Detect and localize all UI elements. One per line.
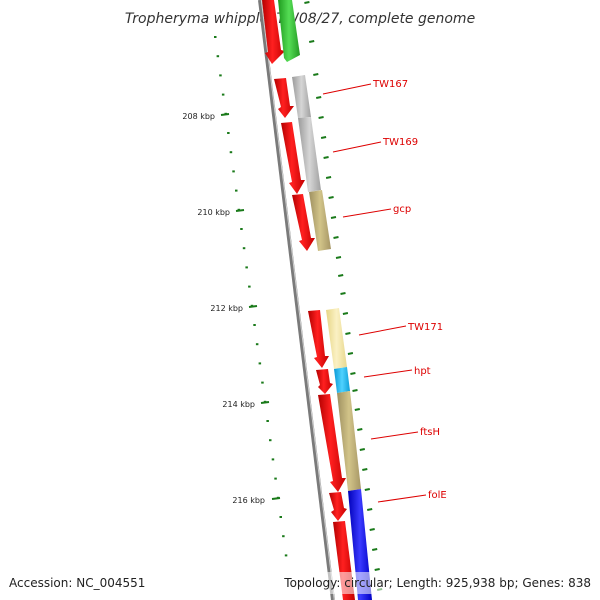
scale-tick-208: 208 kbp: [182, 112, 230, 121]
outer-ring-tick: [342, 312, 349, 315]
gene-labels: TW167 TW169 gcp TW171 hpt ftsH folE: [322, 79, 447, 503]
scale-tick-216: 216 kbp: [232, 496, 281, 505]
gene-label-group-TW171: TW171: [358, 322, 443, 336]
red-gene-arrow-3: [281, 122, 305, 194]
gene-block-TW167: [292, 75, 311, 118]
outer-ring-tick: [350, 372, 356, 375]
gene-label-TW167: TW167: [372, 79, 408, 90]
outer-ring-tick: [362, 468, 368, 471]
gene-label-gcp: gcp: [393, 204, 411, 215]
red-gene-arrow-2: [274, 78, 294, 118]
outer-ring-tick: [345, 332, 351, 335]
green-gene-block: [278, 0, 300, 62]
red-gene-arrow-7: [318, 394, 346, 492]
footer: Accession: NC_004551 Topology: circular;…: [9, 572, 592, 594]
scale-label-208: 208 kbp: [182, 112, 215, 121]
outer-ring-tick: [369, 528, 375, 531]
gene-label-group-folE: folE: [377, 490, 447, 503]
gene-label-group-ftsH: ftsH: [370, 427, 440, 440]
outer-ring-tick: [372, 548, 378, 551]
genome-backbone: [258, 0, 335, 600]
forward-strand-genes: [278, 0, 372, 600]
outer-ring-tick: [359, 448, 365, 451]
outer-ring-tick: [364, 488, 370, 491]
gene-label-group-gcp: gcp: [342, 204, 411, 218]
outer-ring-tick: [357, 428, 363, 431]
outer-ring-tick: [347, 352, 354, 355]
gene-label-folE: folE: [428, 490, 447, 501]
outer-ring-tick: [335, 256, 342, 259]
gene-label-TW169: TW169: [382, 137, 418, 148]
outer-ring-tick: [354, 408, 360, 411]
red-gene-arrow-8: [329, 492, 347, 521]
outer-ring-tick: [330, 216, 337, 219]
outer-ring-tick: [374, 568, 380, 571]
scale-labels: 208 kbp 210 kbp 212 kbp 214 kbp 216 kbp: [182, 112, 281, 505]
outer-ring-tick: [340, 292, 346, 295]
outer-ring-tick: [313, 73, 319, 76]
outer-ring-tick: [328, 196, 334, 199]
scale-label-210: 210 kbp: [197, 208, 230, 217]
gene-block-ftsH: [337, 391, 361, 491]
scale-tick-212: 212 kbp: [210, 304, 258, 313]
outer-ring-tick: [318, 116, 324, 119]
gene-label-group-hpt: hpt: [363, 366, 431, 378]
accession-text: Accession: NC_004551: [9, 576, 145, 590]
scale-label-216: 216 kbp: [232, 496, 265, 505]
gene-label-TW171: TW171: [407, 322, 443, 333]
gene-label-group-TW167: TW167: [322, 79, 408, 95]
red-gene-arrow-1: [262, 0, 285, 64]
outer-ring-tick: [304, 1, 310, 4]
red-gene-arrow-4: [292, 194, 315, 251]
gene-label-hpt: hpt: [414, 366, 431, 377]
gene-block-TW171: [326, 308, 347, 369]
outer-ring-tick: [316, 96, 322, 99]
gene-block-TW169: [298, 117, 321, 192]
gene-block-gcp: [309, 190, 331, 251]
scale-label-214: 214 kbp: [222, 400, 255, 409]
genome-summary-text: Topology: circular; Length: 925,938 bp; …: [283, 576, 591, 590]
outer-ring-tick: [333, 236, 339, 239]
gene-label-group-TW169: TW169: [332, 137, 418, 153]
map-title: Tropheryma whipplei TW08/27, complete ge…: [125, 11, 475, 27]
outer-ring-tick: [367, 508, 373, 511]
red-gene-arrow-6: [316, 369, 333, 394]
gene-label-ftsH: ftsH: [420, 427, 440, 438]
scale-tick-214: 214 kbp: [222, 400, 270, 409]
red-gene-arrow-5: [308, 310, 329, 368]
reverse-strand-genes: [262, 0, 355, 600]
outer-ring-tick: [320, 136, 327, 139]
scale-label-212: 212 kbp: [210, 304, 243, 313]
outer-ring-tick: [338, 274, 344, 277]
outer-ring-tick: [325, 176, 332, 179]
gene-block-hpt: [334, 367, 350, 393]
outer-ring-ticks: [304, 1, 383, 591]
outer-ring-tick: [309, 40, 315, 43]
outer-ring-tick: [352, 389, 358, 392]
scale-tick-210: 210 kbp: [197, 208, 245, 217]
outer-ring-tick: [323, 156, 329, 159]
